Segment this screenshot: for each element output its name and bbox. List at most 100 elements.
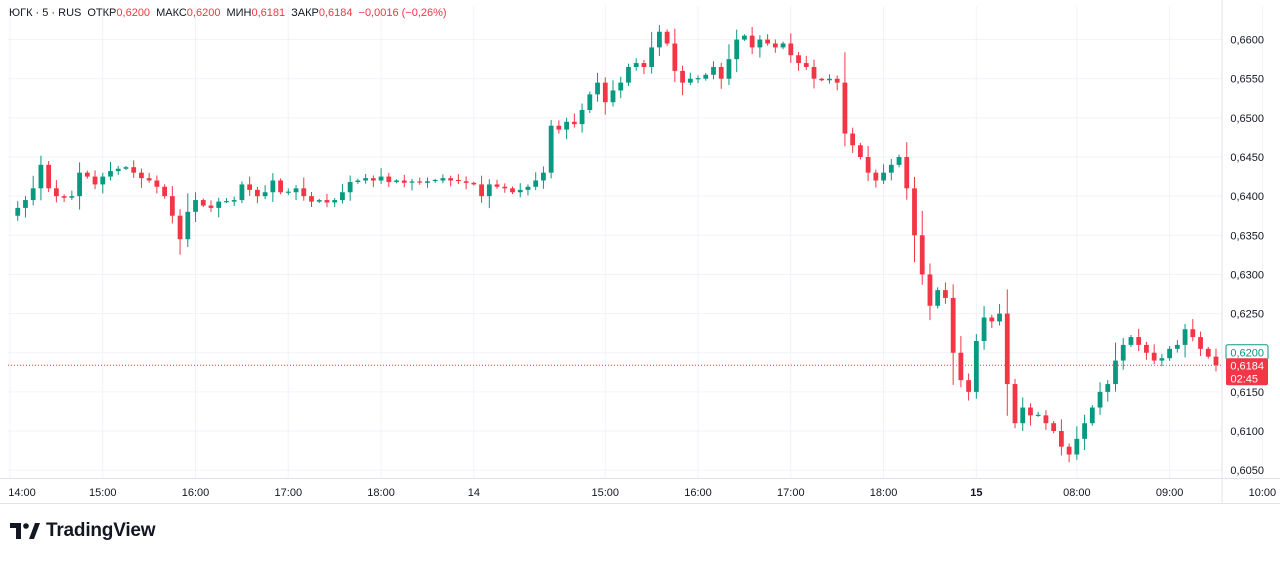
candle-body <box>432 179 438 182</box>
time-tick-label: 09:00 <box>1156 487 1184 499</box>
symbol-label[interactable]: ЮГК · 5 · RUS <box>9 7 82 19</box>
candle-body <box>494 184 500 187</box>
low-label: МИН <box>226 7 252 19</box>
candle-body <box>316 200 322 202</box>
candle-body <box>293 188 299 193</box>
time-tick-label: 15:00 <box>592 487 620 499</box>
candle-body <box>919 235 925 275</box>
candle-body <box>30 188 36 201</box>
open-value: 0,6200 <box>116 7 151 19</box>
candle-body <box>131 167 137 173</box>
candle-body <box>239 184 245 201</box>
candle-body <box>177 215 183 240</box>
candle-body <box>533 180 539 187</box>
candle-body <box>115 168 121 172</box>
tradingview-logo-icon <box>10 523 40 539</box>
price-tick-label: 0,6150 <box>1230 387 1264 399</box>
candle-body <box>579 110 585 125</box>
candle-body <box>734 39 740 60</box>
price-tick-label: 0,6500 <box>1230 113 1264 125</box>
time-tick-label: 14:00 <box>8 487 36 499</box>
candle-body <box>641 63 647 67</box>
candle-body <box>394 180 399 183</box>
candle-body <box>772 43 778 48</box>
time-tick-label: 10:00 <box>1249 487 1277 499</box>
candle-body <box>904 157 910 189</box>
candle-body <box>834 78 840 83</box>
candle-body <box>556 125 562 130</box>
candle-body <box>1028 407 1033 416</box>
candle-body <box>927 274 933 306</box>
price-axis[interactable]: 0,6600 0,6550 0,6500 0,6450 0,6400 0,6350 0,63… <box>1225 35 1269 478</box>
price-tick-label: 0,6100 <box>1230 426 1264 438</box>
candle-body <box>169 196 175 216</box>
candle-body <box>162 186 168 197</box>
candle-body <box>378 176 384 181</box>
candle-body <box>301 188 307 197</box>
candle-body <box>1174 344 1180 349</box>
candle-body <box>873 172 879 181</box>
candle-body <box>626 66 631 83</box>
candle-body <box>77 172 82 197</box>
candle-body <box>262 192 268 197</box>
candle-body <box>850 133 856 146</box>
candle-body <box>695 78 701 80</box>
candle-body <box>69 196 75 198</box>
time-axis[interactable]: 14:00 15:00 16:00 17:00 18:00 14 15:00 16:00 17:… <box>8 487 1280 499</box>
candle-body <box>46 164 52 189</box>
low-value: 0,6181 <box>251 7 286 19</box>
candle-body <box>216 201 222 208</box>
candle-body <box>479 184 484 197</box>
candle-body <box>943 290 948 298</box>
tradingview-logo[interactable]: TradingView <box>10 520 156 542</box>
candle-body <box>571 121 577 125</box>
price-tick-label: 0,6350 <box>1230 230 1264 242</box>
candle-body <box>247 184 253 190</box>
candle-body <box>1082 423 1087 439</box>
candle-body <box>1035 414 1041 416</box>
candle-body <box>139 172 144 179</box>
price-tick-label: 0,6300 <box>1230 269 1264 281</box>
candle-body <box>355 180 361 183</box>
candle-body <box>1136 337 1142 345</box>
candle-body <box>989 317 995 322</box>
candle-body <box>370 178 376 181</box>
candle-body <box>1190 329 1196 338</box>
candle-body <box>1097 391 1103 408</box>
candles <box>15 25 1219 463</box>
time-tick-label: 18:00 <box>367 487 395 499</box>
candle-body <box>1058 431 1064 447</box>
candle-body <box>224 201 229 203</box>
candle-body <box>417 181 423 183</box>
candle-body <box>200 200 206 206</box>
candle-body <box>610 90 616 103</box>
close-label: ЗАКР <box>291 7 319 19</box>
candle-body <box>857 145 863 158</box>
candle-body <box>1089 407 1095 424</box>
candle-body <box>541 172 546 181</box>
candle-body <box>100 176 106 185</box>
candle-body <box>123 167 129 169</box>
candle-body <box>1043 415 1049 424</box>
candle-body <box>618 82 624 91</box>
candle-body <box>587 94 593 111</box>
candle-body <box>881 172 886 181</box>
candle-body <box>471 182 477 185</box>
candle-body <box>53 188 59 197</box>
candle-body <box>935 290 941 306</box>
time-tick-label: 16:00 <box>182 487 210 499</box>
candle-body <box>811 66 817 79</box>
candle-body <box>1074 438 1080 455</box>
last-price-tag <box>1226 358 1268 386</box>
tradingview-logo-text: TradingView <box>46 520 156 541</box>
candle-body <box>448 178 454 181</box>
ohlc-legend: ЮГК · 5 · RUS ОТКР 0,6200 МАКС 0,6200 МИ… <box>9 7 453 19</box>
candle-body <box>548 125 554 173</box>
candle-body <box>896 157 902 165</box>
time-tick-label: 14 <box>468 487 480 499</box>
candle-body <box>1066 446 1072 455</box>
candle-body <box>185 211 191 240</box>
candle-body <box>997 313 1002 322</box>
